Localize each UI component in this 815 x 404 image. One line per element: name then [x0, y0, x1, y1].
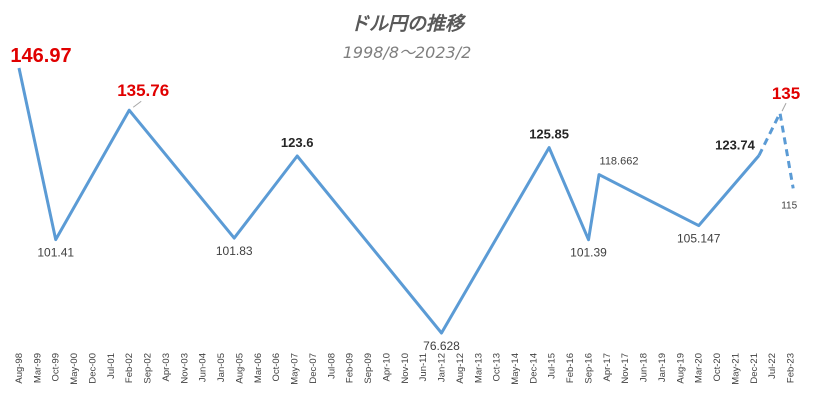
- x-tick-label: Nov-17: [620, 353, 631, 384]
- x-tick-label: May-14: [510, 353, 521, 385]
- x-tick-label: Aug-98: [14, 353, 25, 384]
- x-tick-label: Mar-13: [473, 353, 484, 383]
- x-tick-label: Oct-99: [51, 353, 62, 382]
- data-label: 118.662: [600, 156, 639, 168]
- x-tick-label: Jan-05: [216, 353, 227, 382]
- x-tick-label: Sep-16: [583, 353, 594, 384]
- x-tick-label: Nov-03: [179, 353, 190, 384]
- x-tick-label: Jul-22: [767, 353, 778, 379]
- x-tick-label: Dec-14: [528, 353, 539, 384]
- data-label: 76.628: [423, 339, 460, 353]
- x-tick-label: Dec-07: [308, 353, 319, 384]
- x-tick-label: Feb-16: [565, 353, 576, 383]
- data-label: 123.74: [715, 138, 756, 153]
- x-tick-label: Dec-21: [749, 353, 760, 384]
- x-tick-label: Jul-01: [106, 353, 117, 379]
- x-tick-label: Oct-13: [492, 353, 503, 382]
- x-tick-label: Jul-08: [326, 353, 337, 379]
- data-label: 135: [772, 84, 800, 103]
- data-label: 115: [781, 200, 797, 211]
- x-tick-label: Mar-20: [694, 353, 705, 383]
- data-labels: 146.97 101.41 135.76 101.83 123.6 76.628 125.8…: [10, 45, 800, 353]
- x-tick-label: Aug-05: [234, 353, 245, 384]
- x-tick-label: May-00: [69, 353, 80, 385]
- x-tick-label: Dec-00: [87, 353, 98, 384]
- x-axis-ticks: Aug-98 Mar-99 Oct-99 May-00 Dec-00 Jul-01 Feb-…: [14, 353, 797, 385]
- data-label-leader: [781, 102, 787, 112]
- data-label: 125.85: [529, 127, 569, 142]
- x-tick-label: Oct-20: [712, 353, 723, 382]
- x-tick-label: Aug-12: [455, 353, 466, 384]
- x-tick-label: Jan-12: [437, 353, 448, 382]
- x-tick-label: Jun-18: [639, 353, 650, 382]
- x-tick-label: Sep-09: [363, 353, 374, 384]
- x-tick-label: Feb-09: [345, 353, 356, 383]
- data-label: 101.39: [570, 246, 607, 260]
- x-tick-label: Oct-06: [271, 353, 282, 382]
- data-label-leader: [132, 100, 142, 108]
- data-label: 123.6: [281, 135, 314, 150]
- x-tick-label: Feb-23: [786, 353, 797, 383]
- series-layer: [17, 67, 795, 335]
- data-label: 101.41: [37, 246, 74, 260]
- data-label: 146.97: [10, 45, 71, 67]
- chart-subtitle: 1998/8～2023/2: [343, 43, 472, 62]
- x-tick-label: Apr-10: [381, 353, 392, 382]
- x-tick-label: Jun-11: [418, 353, 429, 381]
- x-tick-label: Jul-15: [547, 353, 558, 379]
- x-tick-label: Jan-19: [657, 353, 668, 382]
- x-tick-label: Sep-02: [143, 353, 154, 384]
- x-tick-label: Apr-17: [602, 353, 613, 382]
- x-tick-label: Aug-19: [675, 353, 686, 384]
- data-label: 105.147: [677, 232, 721, 246]
- x-tick-label: Nov-10: [400, 353, 411, 384]
- x-tick-label: Jun-04: [198, 353, 209, 382]
- data-label: 135.76: [117, 81, 169, 100]
- x-tick-label: Feb-02: [124, 353, 135, 383]
- x-tick-label: May-07: [290, 353, 301, 385]
- series-line-forecast: [757, 111, 795, 189]
- series-line: [17, 67, 761, 335]
- data-label: 101.83: [216, 244, 253, 258]
- x-tick-label: Mar-06: [253, 353, 264, 383]
- chart-title: ドル円の推移: [350, 13, 467, 35]
- x-tick-label: Apr-03: [161, 353, 172, 382]
- x-tick-label: Mar-99: [32, 353, 43, 383]
- x-tick-label: May-21: [730, 353, 741, 385]
